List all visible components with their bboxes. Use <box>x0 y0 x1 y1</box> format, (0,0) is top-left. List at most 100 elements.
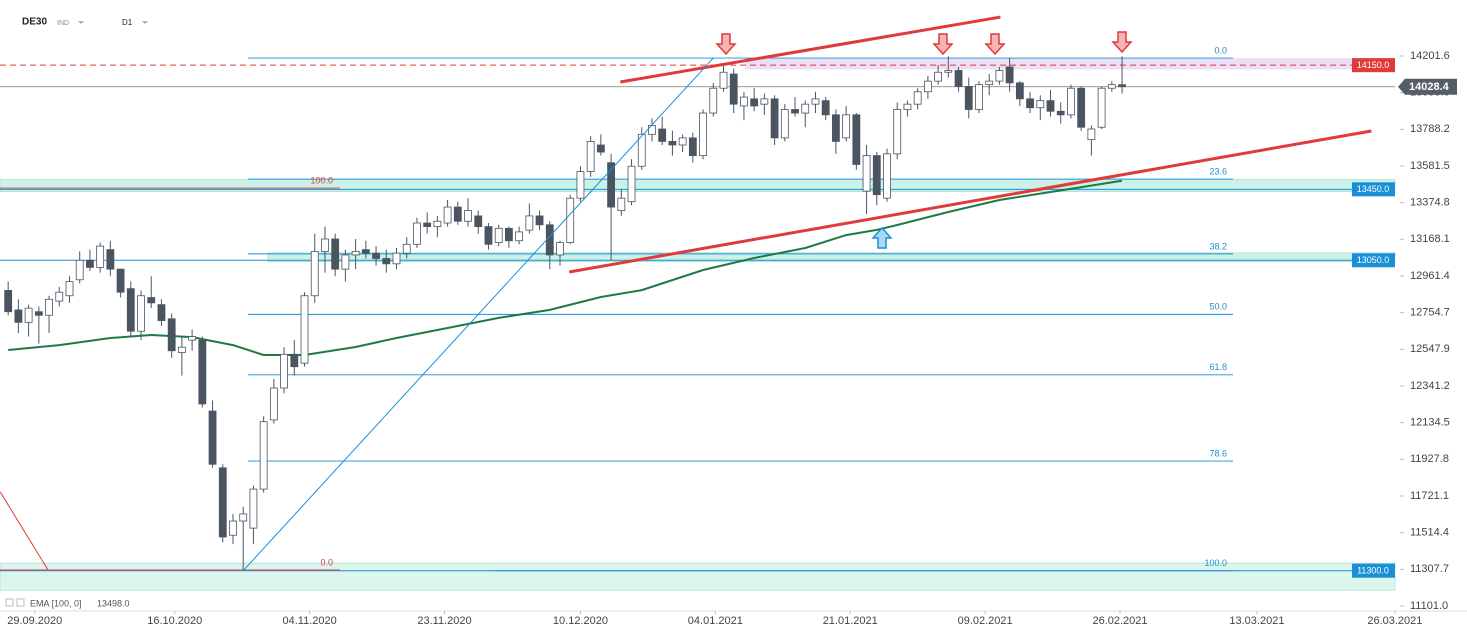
candle-body <box>300 295 309 364</box>
candle-body <box>474 215 483 227</box>
x-tick-label: 13.03.2021 <box>1229 615 1284 627</box>
candle-body <box>709 87 718 114</box>
x-tick-label: 21.01.2021 <box>823 615 878 627</box>
candle-body <box>637 133 646 167</box>
y-tick-label: 13788.2 <box>1410 123 1450 135</box>
arrow-down <box>715 33 737 56</box>
trend-line <box>568 129 1372 274</box>
level-label: 13450.0 <box>1357 184 1390 194</box>
candle-body <box>586 141 595 172</box>
symbol[interactable]: DE30 <box>22 17 47 28</box>
candle-body <box>341 254 350 270</box>
candle-body <box>883 153 891 199</box>
ema-legend-value: 13498.0 <box>97 598 130 608</box>
ema-legend-name: EMA [100, 0] <box>30 598 82 608</box>
candle-body <box>423 222 432 227</box>
y-tick-label: 13374.8 <box>1410 197 1450 209</box>
fib-label: 78.6 <box>1209 448 1227 458</box>
candle-body <box>811 98 820 105</box>
candle-body <box>1046 100 1055 112</box>
candle-body <box>116 268 125 293</box>
legend-icon[interactable] <box>5 598 14 607</box>
candle-body <box>648 125 656 135</box>
candle-body <box>954 70 963 87</box>
candle-body <box>96 245 105 268</box>
y-tick-label: 12134.5 <box>1410 417 1450 429</box>
plot-layer: 0.0 23.6 38.2 50.0 61.8 78.6 100.0 100.0 0.0 <box>0 15 1396 591</box>
last-price-label: 14028.4 <box>1409 81 1450 93</box>
candle-body <box>321 238 329 252</box>
y-tick-label: 12961.4 <box>1410 270 1450 282</box>
x-tick-label: 29.09.2020 <box>7 615 62 627</box>
candle-body <box>433 220 442 227</box>
candle-body <box>934 71 943 82</box>
candle-body <box>413 222 421 245</box>
x-tick-label: 09.02.2021 <box>958 615 1013 627</box>
candle-body <box>280 353 288 389</box>
candle-body <box>617 197 626 212</box>
candle-body <box>24 307 33 323</box>
trend-line <box>620 15 1001 84</box>
candle-body <box>668 141 677 146</box>
y-tick-label: 11101.0 <box>1410 600 1448 612</box>
y-tick-label: 11721.1 <box>1410 490 1449 502</box>
candle-body <box>852 114 861 165</box>
x-tick-label: 10.12.2020 <box>553 615 608 627</box>
y-tick-label: 11307.7 <box>1410 563 1449 575</box>
candle-body <box>1056 110 1065 116</box>
trend-line <box>242 57 714 572</box>
fib-label: 50.0 <box>1209 302 1227 312</box>
candle-body <box>392 252 401 265</box>
candle-body <box>842 114 851 139</box>
candle-body <box>1036 100 1045 109</box>
arrow-down <box>984 33 1006 56</box>
candle-body <box>177 346 186 353</box>
candle-body <box>14 309 23 323</box>
candle-body <box>1015 82 1024 100</box>
candle-body <box>923 80 932 93</box>
x-tick-label: 04.11.2020 <box>283 615 337 627</box>
candle-body <box>218 467 227 538</box>
candle-body <box>545 224 554 256</box>
candle-body <box>494 227 503 243</box>
candle-body <box>964 86 973 110</box>
dropdown-icon[interactable] <box>142 21 148 24</box>
x-tick-label: 16.10.2020 <box>147 615 202 627</box>
level-label: 13050.0 <box>1357 255 1390 265</box>
candle-body <box>862 155 871 192</box>
candle-body <box>361 249 370 254</box>
legend-icon[interactable] <box>16 598 25 607</box>
candle-body <box>596 144 605 153</box>
candle-body <box>208 410 217 465</box>
level-label-box <box>1352 182 1395 197</box>
candle-body <box>903 103 912 110</box>
candle-body <box>402 243 411 254</box>
candle-body <box>678 137 687 146</box>
candle-body <box>750 98 759 107</box>
level-label-box <box>1352 563 1395 578</box>
candle-body <box>801 103 810 114</box>
fib-label: 100.0 <box>310 175 333 185</box>
candle-body <box>34 311 43 316</box>
candle-body <box>944 70 953 73</box>
candle-body <box>126 288 135 332</box>
candle-body <box>167 318 176 352</box>
candle-body <box>576 171 585 199</box>
candle-body <box>4 290 13 313</box>
candle-body <box>453 206 462 222</box>
candle-body <box>515 231 524 242</box>
candle-body <box>821 100 830 116</box>
y-tick-label: 13581.5 <box>1410 160 1450 172</box>
candle-body <box>791 109 799 114</box>
level-zone <box>0 562 1396 591</box>
fib-label: 23.6 <box>1209 166 1227 176</box>
y-tick-label: 14201.6 <box>1410 50 1450 62</box>
candle-body <box>249 488 258 529</box>
candle-body <box>382 258 391 265</box>
y-tick-label: 12341.2 <box>1410 380 1450 392</box>
interval[interactable]: D1 <box>122 18 133 27</box>
candle-body <box>627 165 636 203</box>
candle-body <box>106 249 115 270</box>
dropdown-icon[interactable] <box>78 21 84 24</box>
